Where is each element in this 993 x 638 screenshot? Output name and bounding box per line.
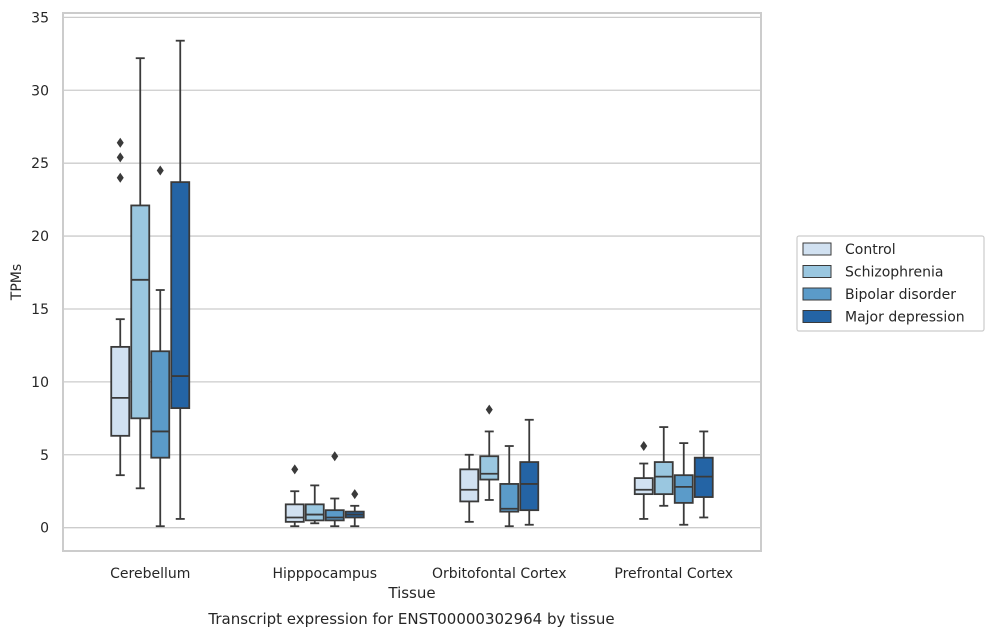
outlier-point	[291, 464, 299, 475]
outlier-point	[351, 489, 359, 500]
y-tick-label: 20	[31, 229, 49, 245]
x-tick-label: Cerebellum	[110, 566, 190, 582]
box-iqr	[479, 455, 500, 481]
outlier-point	[640, 441, 648, 452]
legend-swatch	[802, 287, 832, 301]
figure-caption: Transcript expression for ENST0000030296…	[208, 610, 615, 628]
x-tick-label: Orbitofontal Cortex	[432, 566, 567, 582]
outlier-point	[331, 451, 339, 462]
box-iqr	[150, 350, 171, 459]
x-tick-label: Prefrontal Cortex	[614, 566, 733, 582]
legend-swatch	[802, 265, 832, 278]
box-major-depression	[344, 489, 365, 528]
legend-frame	[796, 235, 985, 332]
box-control	[284, 464, 305, 528]
outlier-point	[116, 172, 124, 183]
box-major-depression	[519, 418, 540, 526]
box-schizophrenia	[653, 426, 674, 507]
box-iqr	[170, 181, 191, 410]
boxes	[110, 39, 714, 528]
legend-swatch	[802, 242, 832, 256]
y-tick-label: 10	[31, 375, 49, 391]
box-control	[633, 441, 654, 520]
legend-label: Control	[845, 242, 896, 258]
legend-label: Major depression	[845, 310, 965, 326]
legend-label: Bipolar disorder	[845, 287, 956, 303]
y-axis-label: TPMs	[9, 264, 25, 301]
box-bipolar-disorder	[673, 442, 694, 526]
box-schizophrenia	[130, 57, 151, 490]
box-iqr	[499, 483, 520, 513]
plot-area-frame	[62, 12, 762, 552]
y-tick-label: 30	[31, 83, 49, 99]
legend: Control Schizophrenia Bipolar disorder Majo…	[796, 235, 985, 332]
box-control	[459, 453, 480, 523]
y-tick-labels: 0 5 10 15 20 25 30 35	[31, 10, 49, 536]
y-tick-label: 5	[40, 448, 49, 464]
legend-swatch	[802, 310, 832, 323]
x-tick-labels: Cerebellum Hipppocampus Orbitofontal Corte…	[110, 566, 733, 582]
box-iqr	[653, 461, 674, 496]
box-major-depression	[693, 430, 714, 519]
y-tick-label: 35	[31, 10, 49, 26]
box-iqr	[519, 461, 540, 512]
box-bipolar-disorder	[499, 445, 520, 528]
box-schizophrenia	[479, 404, 500, 501]
y-tick-label: 25	[31, 156, 49, 172]
y-tick-label: 0	[40, 521, 49, 537]
outlier-point	[156, 165, 164, 176]
box-iqr	[673, 474, 694, 504]
box-plot-chart: 0 5 10 15 20 25 30 35 Cerebellum Hipppocampus Orb…	[9, 10, 985, 602]
box-iqr	[324, 509, 345, 522]
outlier-point	[116, 137, 124, 148]
x-tick-label: Hipppocampus	[272, 566, 377, 582]
box-bipolar-disorder	[324, 451, 345, 528]
box-iqr	[110, 345, 131, 437]
box-major-depression	[170, 39, 191, 520]
box-iqr	[304, 503, 325, 522]
box-bipolar-disorder	[150, 165, 171, 528]
legend-label: Schizophrenia	[845, 265, 943, 281]
box-iqr	[130, 204, 151, 420]
box-iqr	[284, 503, 305, 523]
outlier-point	[485, 404, 493, 415]
y-tick-label: 15	[31, 302, 49, 318]
box-iqr	[459, 468, 480, 503]
box-control	[110, 137, 131, 477]
box-iqr	[633, 477, 654, 496]
box-schizophrenia	[304, 484, 325, 525]
outlier-point	[116, 152, 124, 163]
x-axis-label: Tissue	[387, 584, 435, 602]
